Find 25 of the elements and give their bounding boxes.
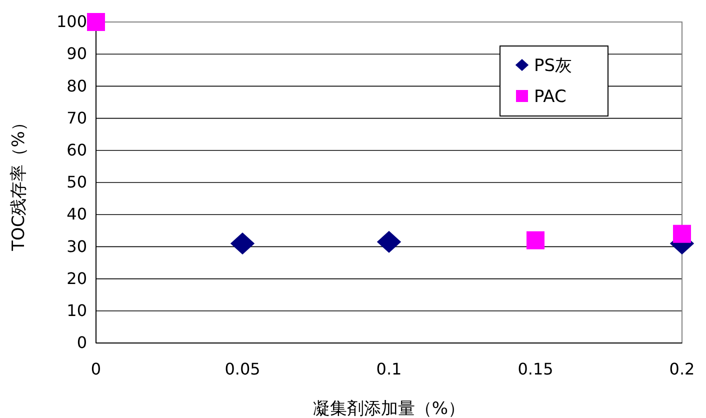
x-tick-label: 0.15 xyxy=(518,359,554,378)
point xyxy=(87,13,105,31)
point xyxy=(673,224,691,243)
y-tick-label: 90 xyxy=(66,44,87,64)
y-tick-label: 60 xyxy=(66,140,87,160)
y-tick-label: 50 xyxy=(66,172,87,192)
x-tick-label: 0 xyxy=(90,359,102,378)
y-tick-label: 40 xyxy=(66,204,87,224)
x-tick-label: 0.05 xyxy=(224,359,260,378)
point xyxy=(230,232,255,254)
y-tick-label: 30 xyxy=(66,236,87,256)
y-tick-label: 20 xyxy=(66,268,87,288)
legend-label: PS灰 xyxy=(534,56,572,76)
x-tick-label: 0.1 xyxy=(376,359,402,378)
y-tick-label: 70 xyxy=(66,108,87,128)
x-axis-title: 凝集剤添加量（%） xyxy=(312,399,466,418)
y-tick-label: 10 xyxy=(66,301,87,320)
x-tick-label: 0.2 xyxy=(669,359,695,378)
legend-label: PAC xyxy=(534,87,566,107)
y-tick-label: 0 xyxy=(76,333,87,352)
point xyxy=(526,231,544,250)
point xyxy=(376,230,402,253)
y-tick-label: 100 xyxy=(56,12,87,32)
y-tick-label: 80 xyxy=(66,76,87,96)
y-axis-title: TOC残存率（%） xyxy=(9,114,29,252)
